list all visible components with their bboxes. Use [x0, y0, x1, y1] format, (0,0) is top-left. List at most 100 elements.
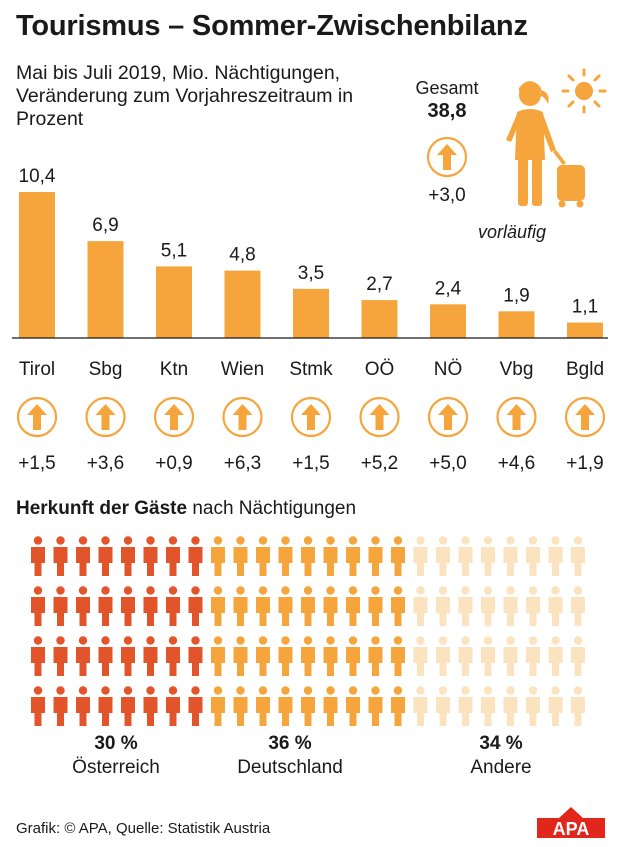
person-icon	[256, 536, 270, 576]
person-icon	[368, 536, 383, 576]
person-icon	[548, 636, 563, 676]
share-austria-percent: 30 %	[94, 733, 138, 754]
bar-value-label: 3,5	[298, 263, 324, 284]
category-label: Stmk	[289, 359, 333, 380]
guest-origin-title-suffix: nach Nächtigungen	[192, 498, 357, 519]
share-other: 34 % Andere	[416, 733, 586, 779]
bar-8	[567, 322, 603, 338]
person-icon	[53, 636, 68, 676]
person-icon	[323, 686, 338, 726]
category-label: Ktn	[160, 359, 189, 380]
bar-7	[498, 311, 535, 338]
person-icon	[458, 686, 473, 726]
person-icon	[256, 586, 270, 626]
category-label: NÖ	[434, 359, 463, 380]
bar-4	[293, 288, 329, 338]
person-icon	[31, 536, 45, 576]
person-icon	[76, 686, 90, 726]
category-label: Vbg	[500, 359, 534, 380]
bar-6	[430, 304, 466, 338]
share-germany-percent: 36 %	[268, 733, 312, 754]
person-icon	[413, 636, 428, 676]
person-icon	[548, 686, 563, 726]
change-label: +1,5	[292, 453, 330, 474]
person-icon	[368, 686, 383, 726]
person-icon	[31, 686, 45, 726]
person-icon	[76, 586, 90, 626]
bar-1	[87, 241, 124, 338]
person-icon	[211, 586, 225, 626]
person-icon	[76, 536, 90, 576]
guest-origin-pictogram	[31, 536, 585, 726]
apa-logo-bar	[537, 818, 605, 838]
provisional-note: vorläufig	[478, 222, 547, 242]
bar-value-label: 1,9	[503, 285, 529, 306]
bar-5	[361, 300, 398, 338]
change-label: +5,2	[361, 453, 399, 474]
bar-value-label: 10,4	[19, 166, 56, 187]
person-icon	[481, 686, 495, 726]
person-icon	[188, 686, 203, 726]
person-icon	[121, 686, 135, 726]
change-arrow-icon	[496, 396, 537, 438]
total-change-arrow	[426, 136, 468, 178]
person-icon	[233, 636, 248, 676]
person-icon	[481, 586, 495, 626]
person-icon	[436, 686, 450, 726]
bar-value-label: 2,7	[366, 274, 392, 295]
person-icon	[166, 636, 180, 676]
person-icon	[188, 586, 203, 626]
person-icon	[413, 686, 428, 726]
person-icon	[188, 536, 203, 576]
share-germany-label: Deutschland	[237, 757, 343, 778]
category-label: Sbg	[89, 359, 123, 380]
person-icon	[526, 586, 540, 626]
change-arrow-icon	[153, 396, 195, 438]
apa-logo-text: APA	[553, 819, 590, 839]
person-icon	[98, 586, 113, 626]
person-icon	[526, 536, 540, 576]
person-icon	[391, 586, 405, 626]
change-arrow-icon	[16, 396, 58, 438]
person-icon	[436, 536, 450, 576]
person-icon	[188, 636, 203, 676]
change-arrow-icon	[564, 396, 606, 438]
person-icon	[53, 586, 68, 626]
person-icon	[413, 586, 428, 626]
person-icon	[391, 686, 405, 726]
person-icon	[481, 536, 495, 576]
person-icon	[413, 536, 428, 576]
traveler-icon	[506, 81, 585, 208]
change-label: +6,3	[224, 453, 262, 474]
person-icon	[503, 536, 518, 576]
change-label: +1,5	[18, 453, 56, 474]
person-icon	[458, 636, 473, 676]
person-icon	[211, 536, 225, 576]
category-label: Wien	[221, 359, 264, 380]
total-change-arrow-icon	[426, 136, 468, 178]
person-icon	[233, 686, 248, 726]
share-germany: 36 % Deutschland	[205, 733, 375, 779]
share-other-percent: 34 %	[479, 733, 523, 754]
apa-logo-triangle	[559, 807, 583, 818]
bar-value-label: 1,1	[572, 297, 598, 318]
person-icon	[278, 536, 293, 576]
person-icon	[278, 636, 293, 676]
person-icon	[76, 636, 90, 676]
person-icon	[503, 686, 518, 726]
share-other-label: Andere	[470, 757, 532, 778]
person-icon	[31, 636, 45, 676]
person-icon	[458, 536, 473, 576]
person-icon	[391, 636, 405, 676]
person-icon	[346, 536, 360, 576]
person-icon	[436, 586, 450, 626]
person-icon	[98, 536, 113, 576]
person-icon	[256, 636, 270, 676]
person-icon	[323, 586, 338, 626]
share-austria: 30 % Österreich	[31, 733, 201, 779]
bar-chart: 10,4 Tirol +1,5 6,9 Sbg +3,6 5,1 Ktn +0,9 4,8 Wien…	[16, 166, 606, 474]
person-icon	[98, 636, 113, 676]
person-icon	[256, 686, 270, 726]
person-icon	[346, 686, 360, 726]
